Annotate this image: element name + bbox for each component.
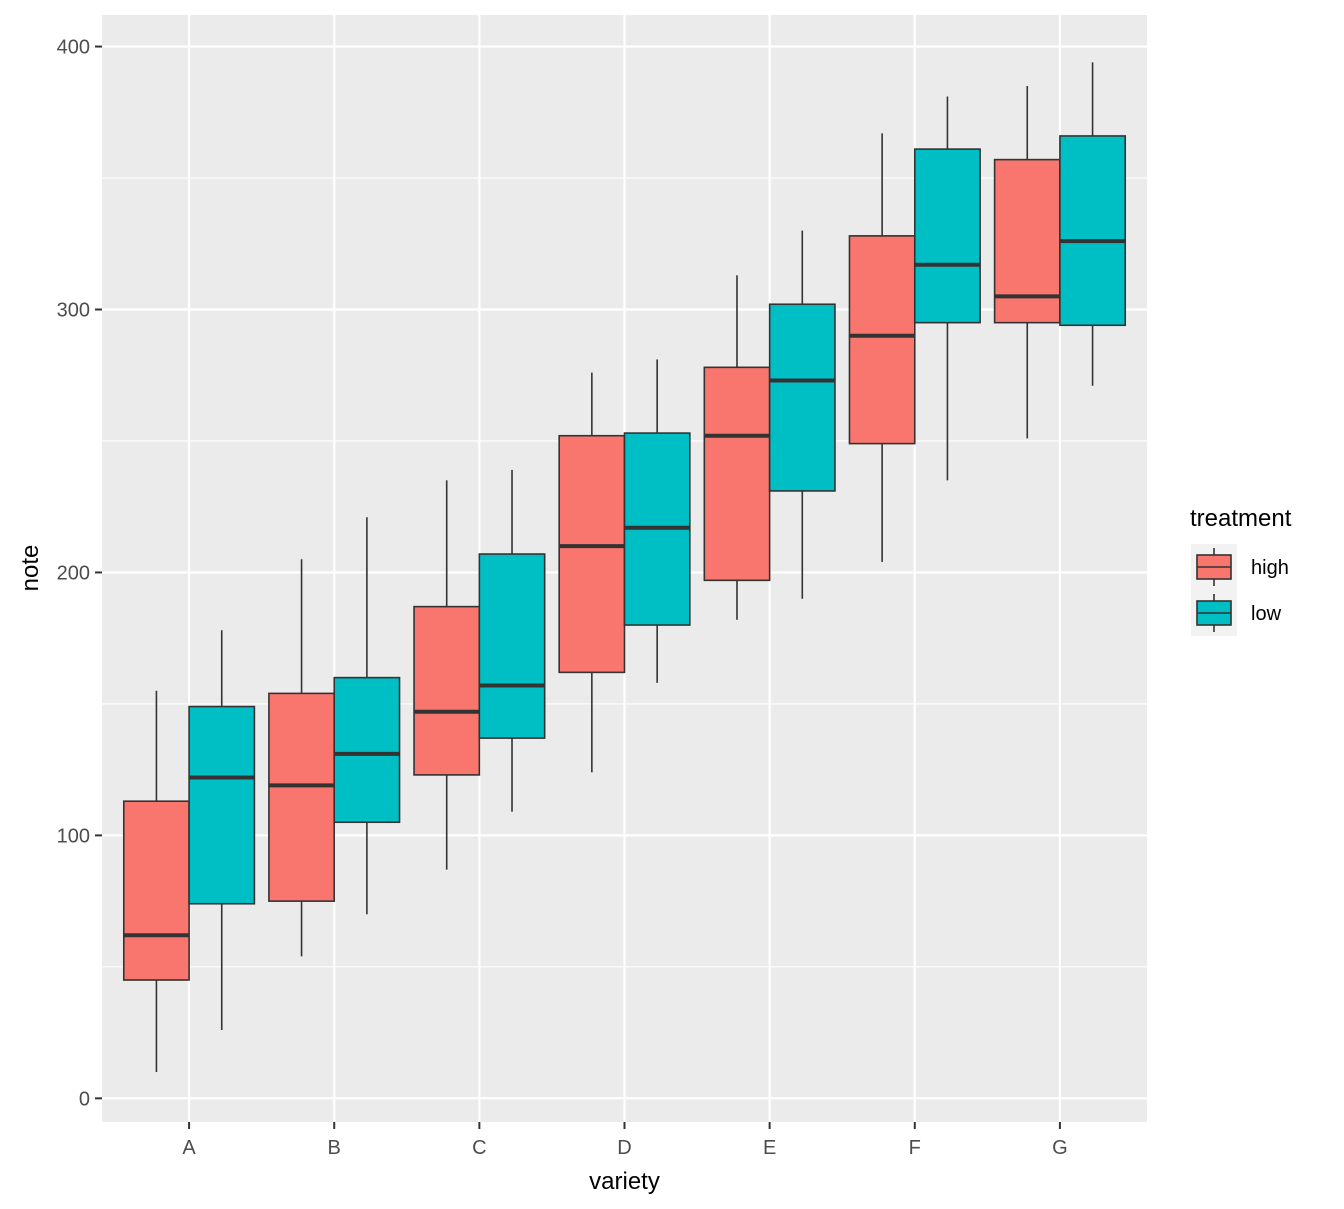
box-low-D [623,359,691,683]
x-tick-label: D [617,1137,631,1159]
x-tick-label: A [182,1137,196,1159]
y-tick-label: 100 [57,825,90,847]
legend-label: low [1251,603,1282,625]
box-low-E [768,230,836,599]
box-iqr [122,800,190,981]
legend-keys: high low [1191,544,1289,636]
box-iqr [413,605,481,776]
y-axis-title: note [17,545,44,592]
box-high-C [413,480,481,870]
box-iqr [188,705,256,905]
x-tick-label: G [1052,1137,1068,1159]
box-high-E [703,275,771,620]
y-axis: 0 100 200 300 400 [57,37,102,1110]
legend: treatment high low [1190,505,1292,636]
y-tick-label: 300 [57,299,90,321]
box-iqr [913,148,981,324]
x-axis: A B C D E F G [182,1122,1068,1159]
legend-item-high: high [1191,544,1289,590]
box-low-G [1059,62,1127,386]
box-low-F [913,96,981,481]
y-tick-label: 0 [79,1088,90,1110]
box-iqr [1059,135,1127,327]
box-iqr [333,676,401,824]
box-iqr [558,434,626,674]
x-tick-label: E [763,1137,776,1159]
box-high-B [268,559,336,957]
y-tick-label: 400 [57,37,90,59]
legend-item-low: low [1191,590,1282,636]
x-axis-title: variety [589,1168,660,1195]
box-iqr [478,553,546,739]
box-low-C [478,469,546,812]
box-high-D [558,372,626,773]
legend-title: treatment [1190,505,1292,532]
x-tick-label: B [328,1137,341,1159]
box-iqr [703,366,771,582]
y-tick-label: 200 [57,562,90,584]
x-tick-label: C [472,1137,486,1159]
boxes [122,62,1127,1073]
box-iqr [768,303,836,492]
legend-label: high [1251,557,1289,579]
box-iqr [848,235,916,445]
box-low-A [188,630,256,1030]
box-low-B [333,517,401,915]
box-iqr [268,692,336,902]
box-high-F [848,133,916,562]
box-high-G [993,85,1061,439]
x-tick-label: F [909,1137,921,1159]
